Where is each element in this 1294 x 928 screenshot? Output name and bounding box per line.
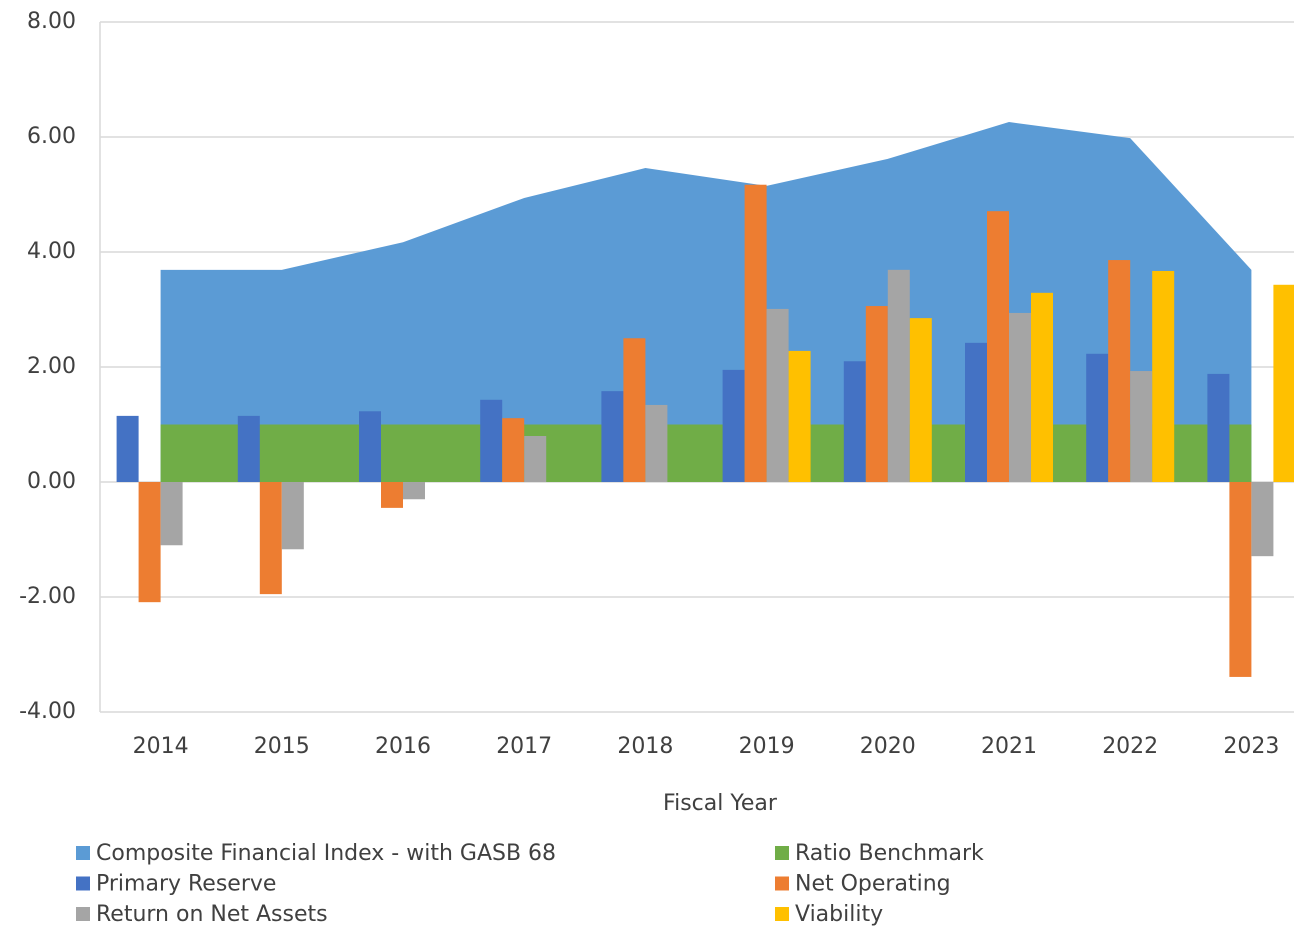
y-tick-label: 0.00 [27,469,76,494]
bar [623,338,646,482]
bar [987,211,1009,483]
bar [1108,260,1131,482]
y-tick-label: 2.00 [27,354,76,379]
bar [1009,312,1031,482]
bar [259,482,282,595]
legend-swatch [76,907,90,921]
bar [237,415,260,482]
bar [965,342,987,482]
y-tick-label: 8.00 [27,9,76,34]
bar [865,306,888,482]
bar [843,361,866,482]
y-tick-label: -2.00 [19,584,76,609]
bar [1031,292,1053,482]
bar [116,415,139,482]
bar [1086,353,1109,482]
x-tick-label: 2014 [133,734,189,759]
x-tick-label: 2023 [1223,734,1279,759]
bar [1152,270,1175,482]
bar [788,350,811,482]
legend-label: Net Operating [795,872,951,897]
legend-label: Return on Net Assets [96,902,328,927]
legend-swatch [76,876,90,891]
legend-swatch [76,846,90,860]
legend-swatch [775,876,789,891]
bar [601,391,624,482]
bar [524,436,547,482]
x-tick-label: 2021 [981,734,1037,759]
bar [1207,373,1230,482]
bar [645,404,668,482]
bar [160,482,183,546]
x-tick-label: 2020 [860,734,916,759]
legend-label: Primary Reserve [96,872,276,897]
legend-label: Viability [795,902,883,927]
y-tick-label: -4.00 [19,699,76,724]
bar [502,418,525,482]
bar [722,369,745,482]
bar [281,482,304,550]
bar [1273,284,1294,482]
bar [480,399,503,482]
x-tick-label: 2022 [1102,734,1158,759]
y-tick-label: 4.00 [27,239,76,264]
legend-swatch [775,907,789,921]
x-axis-label: Fiscal Year [663,791,778,816]
bar [744,184,767,482]
bar [909,318,932,482]
bar [138,482,161,603]
bar [359,411,381,482]
bar [887,269,910,482]
x-tick-label: 2016 [375,734,431,759]
bar [1130,371,1153,482]
legend-swatch [775,846,789,860]
x-tick-label: 2019 [739,734,795,759]
bar [766,308,789,482]
x-tick-label: 2015 [254,734,310,759]
bar [403,482,425,500]
bar [1251,482,1274,557]
bar [381,482,403,508]
legend-label: Composite Financial Index - with GASB 68 [96,841,556,866]
x-tick-label: 2018 [617,734,673,759]
x-tick-label: 2017 [496,734,552,759]
y-tick-label: 6.00 [27,124,76,149]
bar [1229,482,1252,677]
legend-label: Ratio Benchmark [795,841,984,866]
